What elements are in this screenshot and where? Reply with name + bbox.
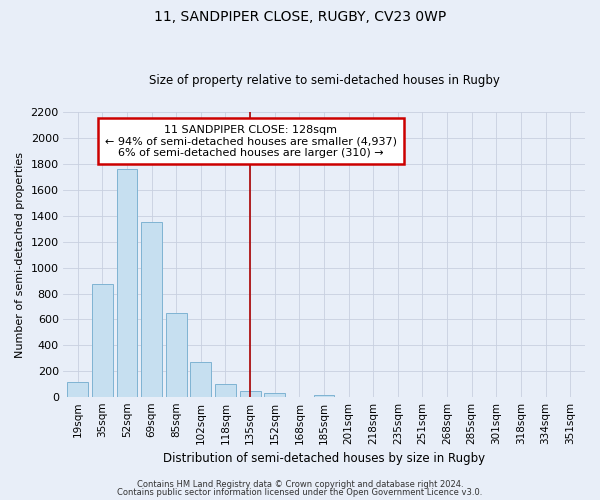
Bar [215,384,236,398]
Bar [190,362,211,398]
Bar [141,222,162,398]
Bar [239,391,260,398]
Bar [92,284,113,398]
Title: Size of property relative to semi-detached houses in Rugby: Size of property relative to semi-detach… [149,74,499,87]
Text: Contains public sector information licensed under the Open Government Licence v3: Contains public sector information licen… [118,488,482,497]
Bar [116,169,137,398]
Text: 11 SANDPIPER CLOSE: 128sqm
← 94% of semi-detached houses are smaller (4,937)
6% : 11 SANDPIPER CLOSE: 128sqm ← 94% of semi… [105,124,397,158]
X-axis label: Distribution of semi-detached houses by size in Rugby: Distribution of semi-detached houses by … [163,452,485,465]
Y-axis label: Number of semi-detached properties: Number of semi-detached properties [15,152,25,358]
Bar [264,394,285,398]
Bar [314,395,334,398]
Text: Contains HM Land Registry data © Crown copyright and database right 2024.: Contains HM Land Registry data © Crown c… [137,480,463,489]
Bar [67,382,88,398]
Bar [166,313,187,398]
Text: 11, SANDPIPER CLOSE, RUGBY, CV23 0WP: 11, SANDPIPER CLOSE, RUGBY, CV23 0WP [154,10,446,24]
